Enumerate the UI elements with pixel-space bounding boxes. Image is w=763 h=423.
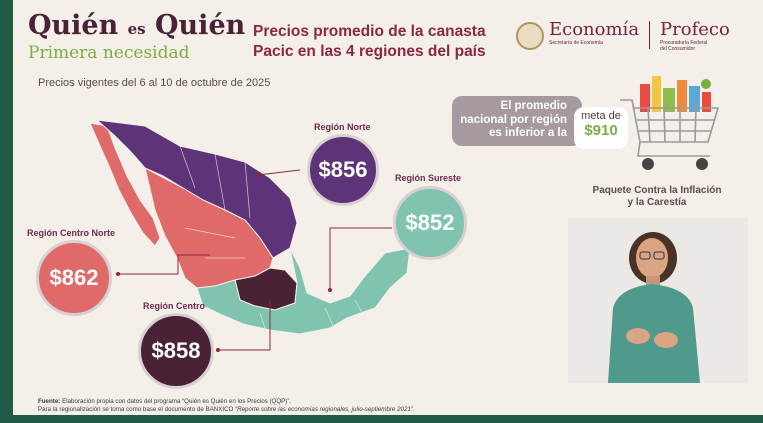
leader-centro-dot: [216, 348, 220, 352]
goal-line-2: nacional por región: [460, 113, 567, 126]
headline-line-2: Pacic en las 4 regiones del país: [253, 43, 486, 60]
program-name: Paquete Contra la Inflación y la Carestí…: [583, 185, 731, 209]
goal-callout-box: [452, 96, 582, 146]
footnote-basis: Para la regionalización se toma como bas…: [38, 406, 236, 413]
goal-pill-value: $910: [584, 122, 618, 139]
goal-callout-text: El promedio nacional por región es infer…: [457, 100, 567, 141]
coat-of-arms-icon: [516, 22, 544, 50]
economia-logo: Economía Secretaría de Economía: [549, 19, 640, 47]
footnote-line-1: Fuente: Elaboración propia con datos del…: [38, 398, 415, 406]
headline-line-1: Precios promedio de la canasta: [253, 23, 486, 40]
headline: Precios promedio de la canasta Pacic en …: [253, 22, 486, 62]
leader-norte: [257, 169, 301, 176]
cart-frame: [620, 99, 720, 157]
sign-language-interpreter-video: [568, 218, 748, 383]
government-logos: Economía Secretaría de Economía Profeco …: [516, 20, 730, 52]
left-accent-band: [0, 0, 13, 423]
leader-sureste-dot: [328, 288, 332, 292]
label-region-sureste: Región Sureste: [395, 173, 462, 183]
map-baja-california: [89, 122, 161, 247]
bottom-accent-band: [0, 415, 763, 423]
goal-pill-label: meta de: [581, 110, 621, 122]
brand-block: Quién es Quién Primera necesidad: [28, 12, 245, 64]
brand-title-es: es: [127, 20, 146, 38]
leader-centro: [218, 300, 271, 351]
footnote-label: Fuente:: [38, 398, 61, 405]
brand-title-b: Quién: [155, 10, 246, 41]
price-dates: Precios vigentes del 6 al 10 de octubre …: [38, 77, 271, 89]
bubble-region-sureste: $852: [393, 186, 467, 260]
program-line-2: y la Carestía: [627, 197, 687, 208]
footnote-report: “Reporte sobre las economías regionales,…: [235, 406, 413, 413]
footnote-source: Elaboración propia con datos del program…: [62, 398, 292, 405]
brand-title-a: Quién: [28, 10, 119, 41]
leader-centro-norte: [118, 254, 210, 275]
economia-name: Economía: [549, 19, 640, 40]
bubble-region-centro: $858: [138, 313, 214, 389]
label-region-centro: Región Centro: [143, 301, 205, 311]
bubble-region-centro-norte: $862: [36, 240, 112, 316]
cart-wheel-right: [696, 158, 708, 170]
leader-sureste: [329, 227, 392, 290]
profeco-subtitle-2: del Consumidor: [660, 46, 696, 52]
leader-centro-norte-dot: [116, 272, 120, 276]
footnote-line-2: Para la regionalización se toma como bas…: [38, 406, 415, 414]
footnote: Fuente: Elaboración propia con datos del…: [38, 398, 415, 414]
goal-line-1: El promedio: [500, 100, 567, 112]
profeco-name: Profeco: [660, 19, 730, 40]
brand-title: Quién es Quién: [28, 12, 245, 43]
leader-norte-dot: [256, 173, 260, 177]
label-region-centro-norte: Región Centro Norte: [27, 228, 116, 238]
cart-wheel-left: [642, 158, 654, 170]
map-region-sureste: [196, 247, 411, 335]
brand-subtitle: Primera necesidad: [28, 43, 190, 63]
profeco-subtitle-1: Procuraduría Federal: [660, 40, 708, 46]
goal-line-3: es inferior a la: [489, 127, 567, 139]
footnote-end: .: [412, 406, 415, 413]
groceries-icon: [640, 76, 711, 112]
goal-pill: meta de $910: [574, 107, 628, 149]
mexico-regions-map: [89, 119, 411, 335]
profeco-logo: Profeco Procuraduría Federal del Consumi…: [660, 19, 730, 53]
program-line-1: Paquete Contra la Inflación: [592, 185, 722, 196]
shopping-cart-icon: [620, 76, 720, 170]
label-region-norte: Región Norte: [314, 122, 371, 132]
interpreter-figure: [568, 218, 748, 383]
bubble-region-norte: $856: [307, 134, 379, 206]
map-state-lines: [179, 145, 366, 331]
logo-divider: [649, 21, 651, 49]
economia-subtitle: Secretaría de Economía: [549, 40, 603, 46]
